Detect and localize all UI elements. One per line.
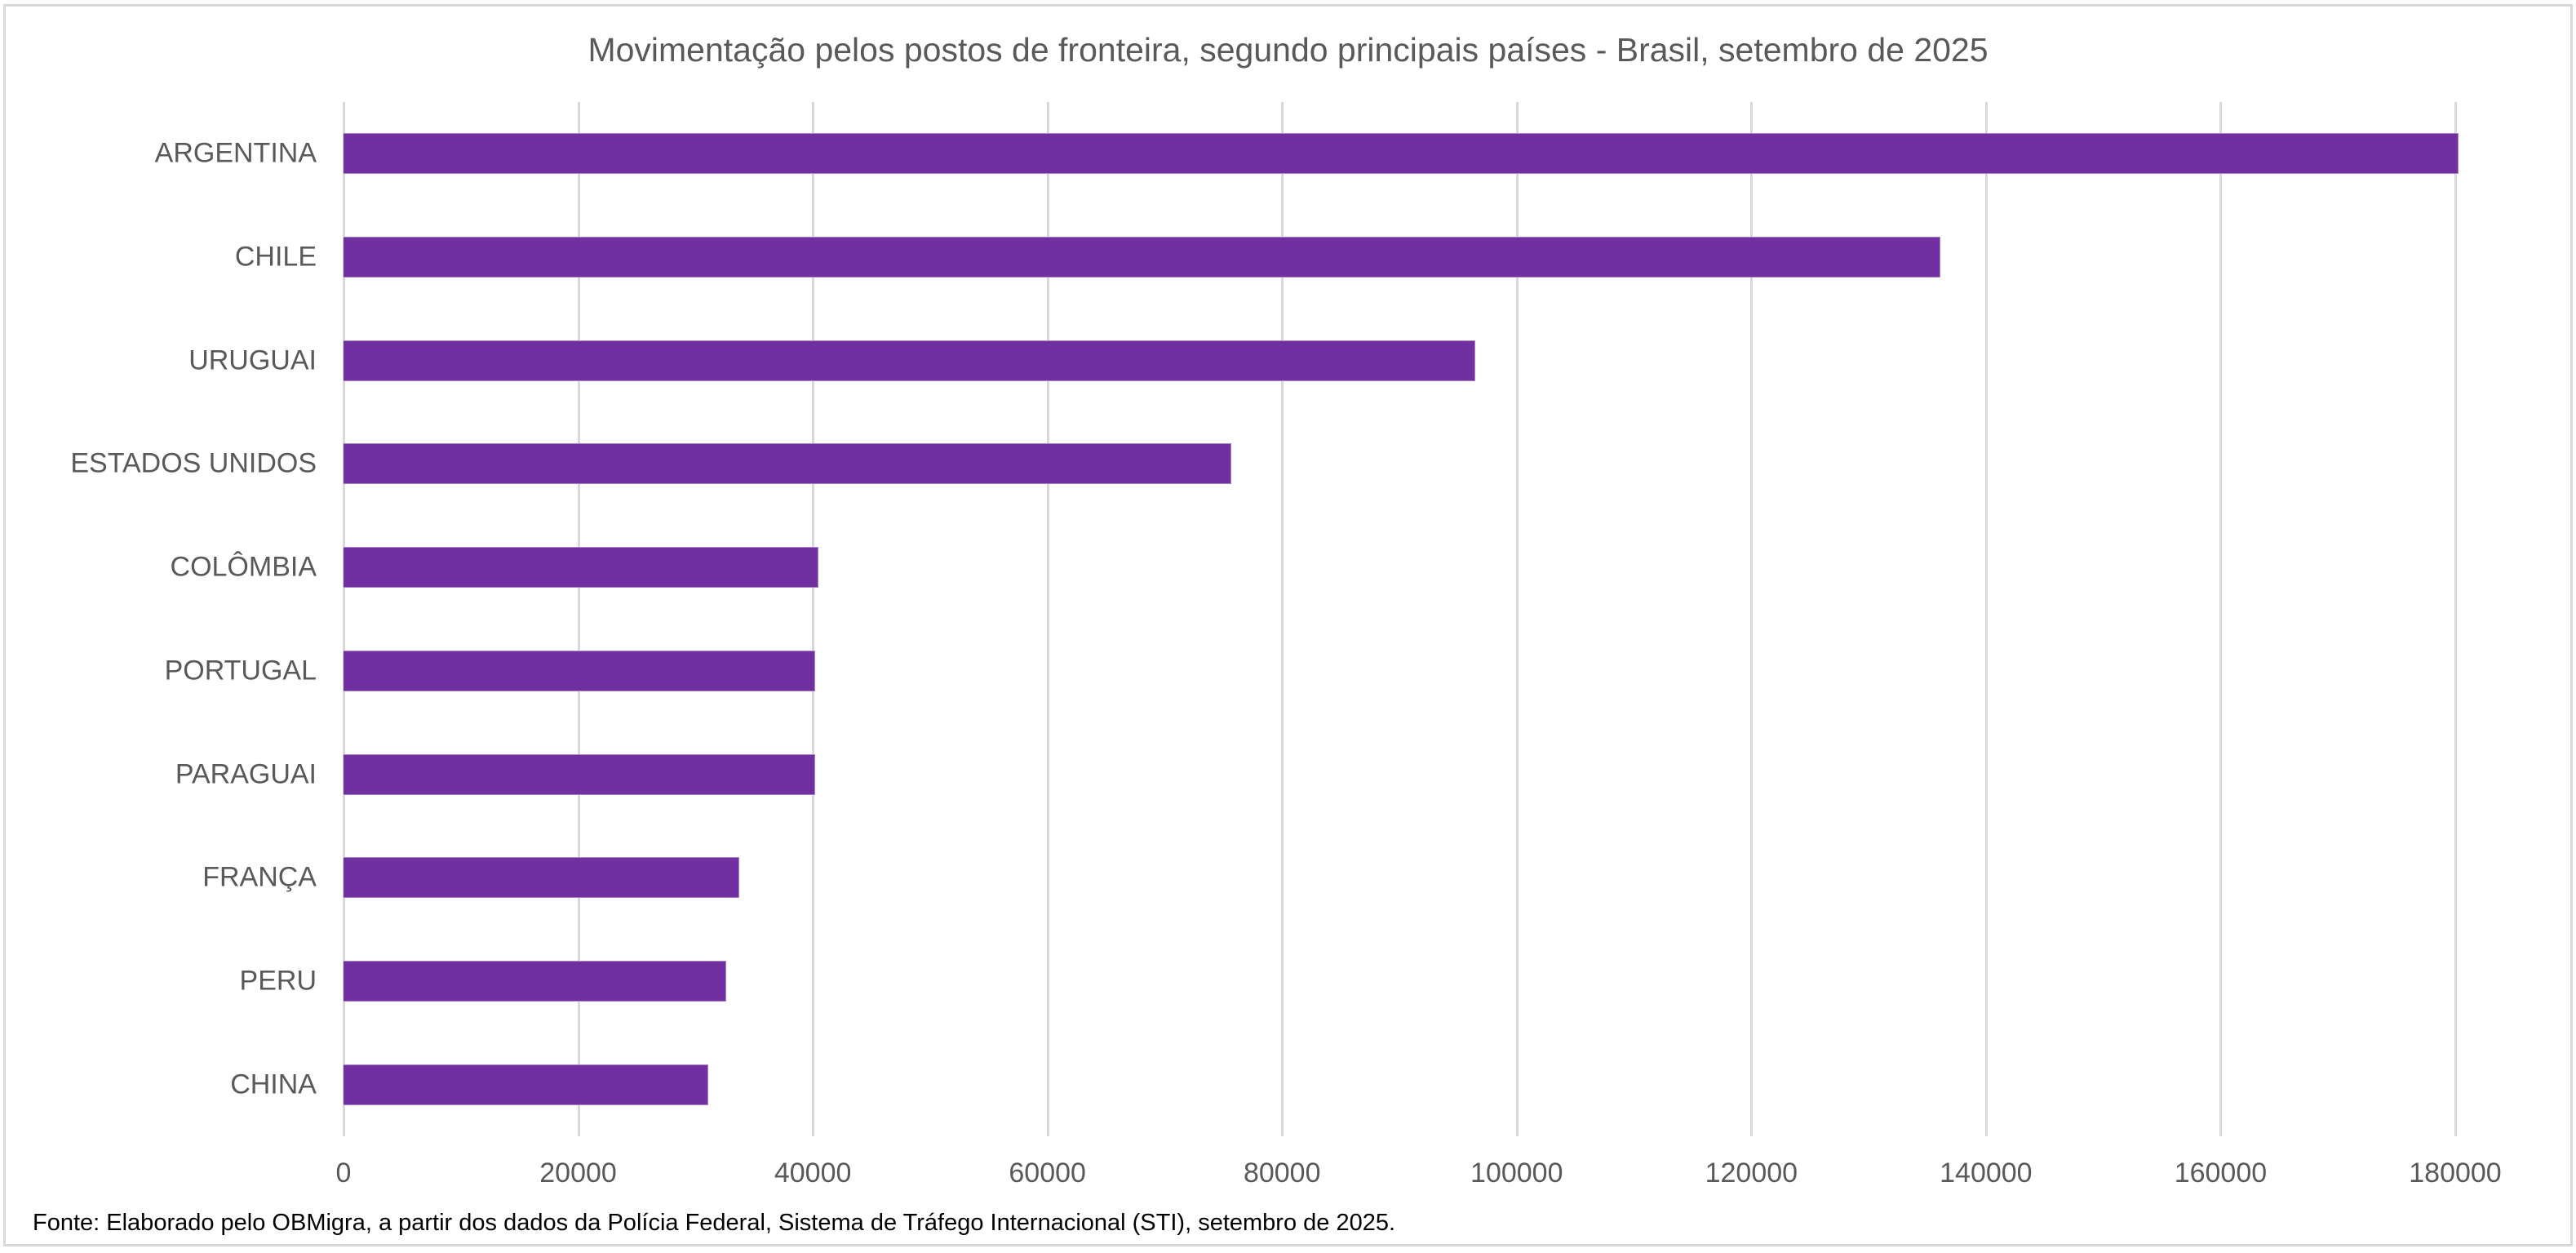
gridline [812,102,815,1136]
gridline [1750,102,1754,1136]
category-label: PARAGUAI [175,758,317,790]
x-tick-label: 80000 [1243,1157,1321,1189]
x-tick-label: 100000 [1470,1157,1563,1189]
bar [344,857,739,899]
gridline [2219,102,2223,1136]
gridline [1046,102,1049,1136]
bar [344,1064,709,1105]
source-footnote: Fonte: Elaborado pelo OBMigra, a partir … [33,1210,1396,1236]
bar [344,133,2459,175]
gridline [577,102,580,1136]
category-label: CHINA [230,1069,317,1100]
category-label: CHILE [234,241,317,273]
gridline [1281,102,1284,1136]
gridline [2454,102,2457,1136]
x-tick-label: 160000 [2174,1157,2268,1189]
x-tick-label: 180000 [2409,1157,2502,1189]
category-label: FRANÇA [202,861,317,893]
category-label: URUGUAI [188,344,317,376]
bar [344,960,726,1002]
category-label: PORTUGAL [164,655,317,686]
chart-frame [3,4,2573,1246]
gridline [1984,102,1988,1136]
x-tick-label: 60000 [1009,1157,1086,1189]
bar [344,443,1232,485]
x-tick-label: 20000 [539,1157,617,1189]
chart-title: Movimentação pelos postos de fronteira, … [587,31,1989,69]
bar [344,237,1940,278]
x-tick-label: 0 [335,1157,352,1189]
bar [344,650,815,691]
plot-area [343,102,2459,1136]
category-label: ESTADOS UNIDOS [70,447,317,479]
category-label: ARGENTINA [154,137,317,169]
x-tick-label: 120000 [1705,1157,1798,1189]
category-label: PERU [239,965,317,997]
gridline [343,102,345,1136]
category-label: COLÔMBIA [170,551,317,583]
gridline [1515,102,1519,1136]
x-tick-label: 40000 [774,1157,852,1189]
bar [344,547,819,589]
bar [344,753,815,795]
bar [344,340,1476,381]
x-tick-label: 140000 [1940,1157,2033,1189]
